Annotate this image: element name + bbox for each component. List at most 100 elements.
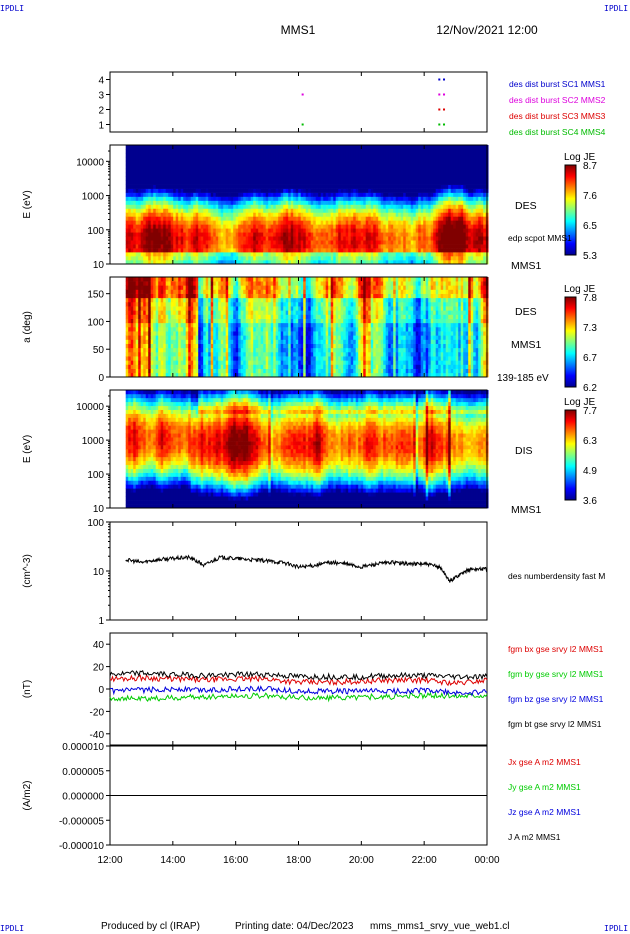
spectrogram-cell xyxy=(290,164,294,170)
spectrogram-cell xyxy=(248,184,252,189)
spectrogram-cell xyxy=(433,208,437,213)
spectrogram-cell xyxy=(340,236,344,241)
spectrogram-cell xyxy=(213,184,217,189)
spectrogram-cell xyxy=(430,160,434,166)
spectrogram-cell xyxy=(235,156,239,162)
spectrogram-cell xyxy=(218,152,222,158)
spectrogram-cell xyxy=(398,188,402,193)
spectrogram-cell xyxy=(348,232,352,237)
spectrogram-cell xyxy=(203,152,207,158)
spectrogram-cell xyxy=(343,224,347,229)
spectrogram-cell xyxy=(330,216,334,221)
spectrogram-cell xyxy=(175,212,179,217)
spectrogram-cell xyxy=(430,200,434,205)
spectrogram-cell xyxy=(465,164,469,170)
spectrogram-cell xyxy=(410,220,414,225)
spectrogram-cell xyxy=(208,220,212,225)
spectrogram-cell xyxy=(183,148,187,154)
spectrogram-cell xyxy=(138,216,142,221)
spectrogram-cell xyxy=(483,252,487,257)
spectrogram-cell xyxy=(450,180,454,185)
spectrogram-cell xyxy=(333,248,337,253)
spectrogram-cell xyxy=(383,172,387,178)
spectrogram-cell xyxy=(148,248,152,253)
spectrogram-cell xyxy=(345,145,349,150)
spectrogram-cell xyxy=(175,285,179,290)
spectrogram-cell xyxy=(195,200,199,205)
spectrogram-cell xyxy=(165,318,169,324)
spectrogram-cell xyxy=(365,196,369,201)
spectrogram-cell xyxy=(355,256,359,261)
spectrogram-cell xyxy=(148,220,152,225)
spectrogram-cell xyxy=(275,196,279,201)
spectrogram-cell xyxy=(173,339,177,344)
spectrogram-cell xyxy=(250,160,254,166)
spectrogram-cell xyxy=(338,228,342,233)
spectrogram-cell xyxy=(155,289,159,294)
spectrogram-cell xyxy=(433,252,437,257)
spectrogram-cell xyxy=(175,180,179,185)
spectrogram-cell xyxy=(158,318,162,324)
spectrogram-cell xyxy=(145,297,149,303)
spectrogram-cell xyxy=(145,372,149,378)
spectrogram-cell xyxy=(363,200,367,205)
spectrogram-cell xyxy=(465,220,469,225)
spectrogram-cell xyxy=(153,314,157,319)
spectrogram-cell xyxy=(405,192,409,197)
spectrogram-cell xyxy=(240,240,244,245)
spectrogram-cell xyxy=(305,244,309,249)
spectrogram-cell xyxy=(283,240,287,245)
spectrogram-cell xyxy=(388,260,392,265)
spectrogram-cell xyxy=(338,192,342,197)
spectrogram-cell xyxy=(265,260,269,265)
spectrogram-cell xyxy=(150,212,154,217)
spectrogram-cell xyxy=(380,248,384,253)
spectrogram-cell xyxy=(300,256,304,261)
spectrogram-cell xyxy=(443,172,447,178)
spectrogram-cell xyxy=(285,220,289,225)
spectrogram-cell xyxy=(168,289,172,294)
spectrogram-cell xyxy=(363,248,367,253)
spectrogram-cell xyxy=(410,164,414,170)
spectrogram-cell xyxy=(388,204,392,209)
spectrogram-cell xyxy=(323,184,327,189)
spectrogram-cell xyxy=(145,240,149,245)
spectrogram-cell xyxy=(463,188,467,193)
spectrogram-cell xyxy=(385,160,389,166)
spectrogram-cell xyxy=(408,176,412,181)
spectrogram-cell xyxy=(268,256,272,261)
spectrogram-cell xyxy=(125,200,129,205)
spectrogram-cell xyxy=(158,240,162,245)
spectrogram-cell xyxy=(288,236,292,241)
spectrogram-cell xyxy=(163,368,167,374)
spectrogram-cell xyxy=(483,184,487,189)
spectrogram-cell xyxy=(440,204,444,209)
spectrogram-cell xyxy=(175,318,179,324)
spectrogram-cell xyxy=(460,248,464,253)
spectrogram-cell xyxy=(383,220,387,225)
spectrogram-cell xyxy=(455,148,459,154)
spectrogram-cell xyxy=(135,368,139,374)
spectrogram-cell xyxy=(453,184,457,189)
spectrogram-cell xyxy=(435,176,439,181)
spectrogram-cell xyxy=(470,200,474,205)
spectrogram-cell xyxy=(430,256,434,261)
spectrogram-cell xyxy=(235,164,239,170)
spectrogram-cell xyxy=(263,156,267,162)
spectrogram-cell xyxy=(283,260,287,265)
spectrogram-cell xyxy=(435,145,439,150)
spectrogram-cell xyxy=(468,200,472,205)
spectrogram-cell xyxy=(290,252,294,257)
spectrogram-cell xyxy=(140,208,144,213)
spectrogram-cell xyxy=(405,180,409,185)
spectrogram-cell xyxy=(130,285,134,290)
spectrogram-cell xyxy=(405,204,409,209)
spectrogram-cell xyxy=(170,302,174,307)
spectrogram-cell xyxy=(408,256,412,261)
spectrogram-cell xyxy=(365,256,369,261)
spectrogram-cell xyxy=(223,180,227,185)
spectrogram-cell xyxy=(333,164,337,170)
spectrogram-cell xyxy=(230,212,234,217)
spectrogram-cell xyxy=(148,180,152,185)
spectrogram-cell xyxy=(195,184,199,189)
